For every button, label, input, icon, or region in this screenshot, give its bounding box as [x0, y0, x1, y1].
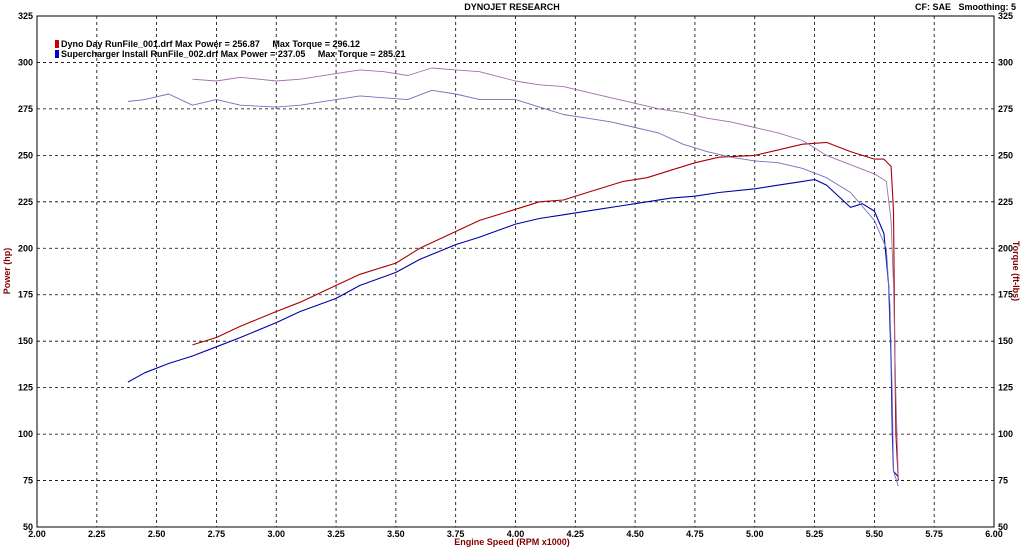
- y-axis-label-right: Torque (ft-lbs): [1011, 241, 1021, 301]
- y-tick-labels-left: 50 75 100 125 150 175 200 225 250 275 300 325: [18, 11, 33, 532]
- y-tick-label-left: 225: [18, 197, 33, 207]
- x-tick-label: 5.25: [806, 529, 824, 539]
- grid-lines: [37, 16, 994, 527]
- y-tick-label-left: 75: [23, 476, 33, 486]
- x-tick-label: 5.50: [866, 529, 884, 539]
- x-tick-labels: 2.00 2.25 2.50 2.75 3.00 3.25 3.50 3.75 4.00 4.25…: [28, 529, 1003, 539]
- legend-text-run2: Supercharger Install RunFile_002.drf Max…: [61, 49, 406, 59]
- y-tick-labels-right: 50 75 100 125 150 175 200 225 250 275 300 325: [998, 11, 1013, 532]
- chart-title: DYNOJET RESEARCH: [464, 2, 560, 12]
- x-tick-label: 5.00: [746, 529, 764, 539]
- legend-swatch-blue: [55, 50, 60, 58]
- y-axis-label-left: Power (hp): [2, 248, 12, 295]
- x-tick-label: 2.25: [88, 529, 106, 539]
- legend-entry-run1: Dyno Day RunFile_001.drf Max Power = 256…: [50, 29, 360, 49]
- y-tick-label-right: 175: [998, 290, 1013, 300]
- torque-curve-run1: [192, 67, 899, 479]
- legend-text-run1: Dyno Day RunFile_001.drf Max Power = 256…: [61, 39, 360, 49]
- y-tick-label-right: 125: [998, 383, 1013, 393]
- y-tick-label-right: 300: [998, 57, 1013, 67]
- x-tick-label: 3.75: [447, 529, 465, 539]
- y-tick-label-right: 75: [998, 476, 1008, 486]
- y-tick-label-right: 325: [998, 11, 1013, 21]
- x-tick-label: 5.75: [925, 529, 943, 539]
- y-tick-label-right: 200: [998, 243, 1013, 253]
- x-tick-label: 4.75: [686, 529, 704, 539]
- y-tick-label-left: 200: [18, 243, 33, 253]
- y-tick-label-left: 325: [18, 11, 33, 21]
- y-tick-label-right: 50: [998, 522, 1008, 532]
- x-tick-label: 6.00: [985, 529, 1003, 539]
- y-tick-label-left: 275: [18, 104, 33, 114]
- legend-entry-run2: Supercharger Install RunFile_002.drf Max…: [50, 39, 406, 59]
- series-layer: [127, 67, 899, 487]
- x-tick-label: 3.00: [267, 529, 285, 539]
- y-tick-label-right: 225: [998, 197, 1013, 207]
- x-tick-label: 4.25: [567, 529, 585, 539]
- torque-curve-run2: [127, 89, 899, 487]
- x-tick-label: 3.50: [387, 529, 405, 539]
- y-tick-label-right: 100: [998, 429, 1013, 439]
- y-tick-label-left: 50: [23, 522, 33, 532]
- x-tick-label: 2.75: [208, 529, 226, 539]
- legend-swatch-red: [55, 40, 60, 48]
- x-axis-label: Engine Speed (RPM x1000): [454, 537, 570, 547]
- correction-factor-label: CF: SAE Smoothing: 5: [915, 2, 1016, 12]
- x-tick-label: 4.50: [626, 529, 644, 539]
- y-tick-label-left: 250: [18, 150, 33, 160]
- y-tick-label-right: 250: [998, 150, 1013, 160]
- x-tick-label: 4.00: [507, 529, 525, 539]
- y-tick-label-left: 125: [18, 383, 33, 393]
- power-curve-run2: [127, 178, 899, 478]
- x-tick-label: 2.00: [28, 529, 46, 539]
- y-tick-label-right: 150: [998, 336, 1013, 346]
- x-tick-label: 3.25: [327, 529, 345, 539]
- y-tick-label-left: 175: [18, 290, 33, 300]
- y-tick-label-right: 275: [998, 104, 1013, 114]
- y-tick-label-left: 150: [18, 336, 33, 346]
- y-tick-label-left: 100: [18, 429, 33, 439]
- power-curve-run1: [192, 141, 899, 481]
- y-tick-label-left: 300: [18, 57, 33, 67]
- x-tick-label: 2.50: [148, 529, 166, 539]
